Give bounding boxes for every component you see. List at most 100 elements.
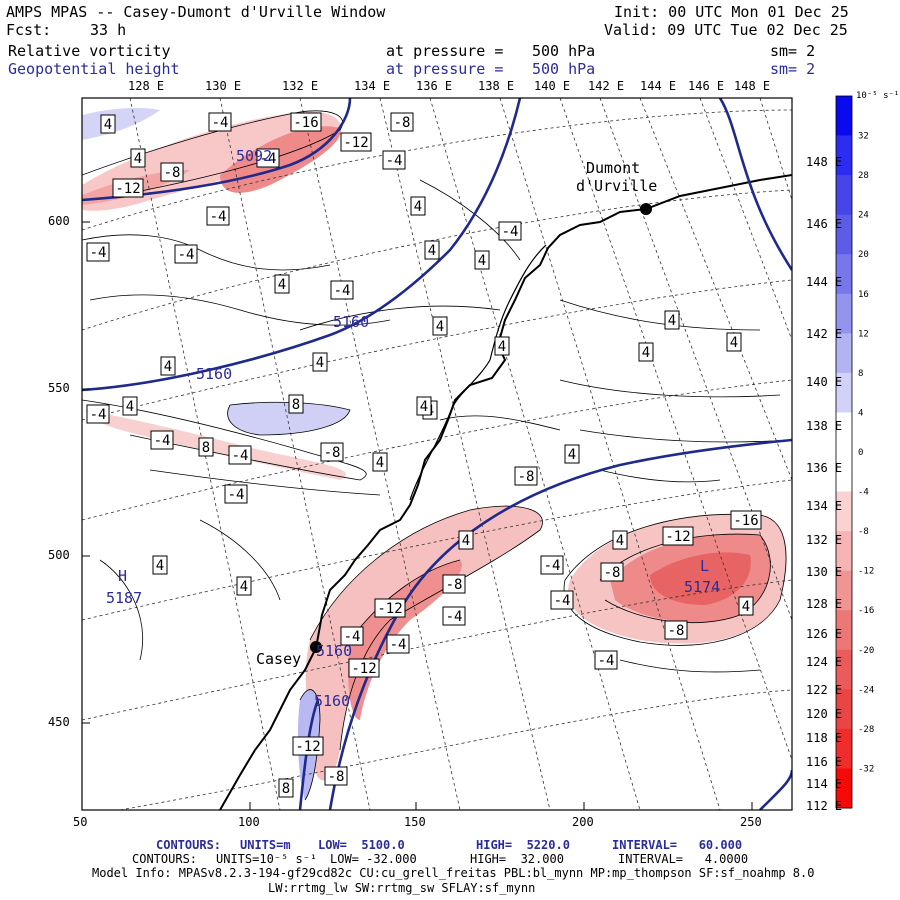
contour-label-box <box>206 206 230 226</box>
contour-label-box <box>160 356 176 376</box>
contour-label-box <box>432 316 448 336</box>
colorbar-swatch <box>836 728 852 769</box>
contour-label-box <box>320 442 344 462</box>
contour-label: -4 <box>212 115 229 131</box>
contour-label-box <box>160 162 184 182</box>
contour-label: -12 <box>343 135 368 151</box>
colorbar-swatch <box>836 96 852 137</box>
colorbar-tick-label: 24 <box>858 211 869 221</box>
contour-label: 4 <box>498 339 506 355</box>
contour-label: 8 <box>202 440 210 456</box>
contour-label: -4 <box>386 153 403 169</box>
footer2-low: LOW= -32.000 <box>330 852 417 866</box>
colorbar-tick-label: -8 <box>858 527 869 537</box>
contour-label: -12 <box>665 529 690 545</box>
right-lon-label: 144 E <box>806 275 843 289</box>
contour-label-box <box>100 114 116 134</box>
top-lon-label: 148 E <box>734 79 771 93</box>
contour-label: 4 <box>742 599 750 615</box>
right-lon-label: 142 E <box>806 327 843 341</box>
contour-label: 4 <box>240 579 248 595</box>
contour-label-box <box>112 178 144 198</box>
top-lon-label: 130 E <box>205 79 242 93</box>
contour-label-box <box>416 396 432 416</box>
top-lon-label: 128 E <box>128 79 165 93</box>
contour-label-box <box>86 242 110 262</box>
right-lon-label: 130 E <box>806 565 843 579</box>
contour-label: -4 <box>598 653 615 669</box>
colorbar-tick-label: 12 <box>858 329 869 339</box>
casey-marker <box>310 641 322 653</box>
contour-label: -4 <box>334 283 351 299</box>
contour-label: -4 <box>178 247 195 263</box>
init-time: Init: 00 UTC Mon 01 Dec 25 <box>614 3 849 21</box>
top-lon-label: 140 E <box>534 79 571 93</box>
footer2-units: UNITS=10⁻⁵ s⁻¹ <box>216 852 318 866</box>
contour-label: -4 <box>544 558 561 574</box>
contour-label-box <box>198 437 214 457</box>
model-info: Model Info: MPASv8.2.3-194-gf29cd82c CU:… <box>92 866 815 880</box>
footer2-contours: CONTOURS: <box>132 852 198 866</box>
contour-label: -4 <box>344 629 361 645</box>
colorbar-swatch <box>836 531 852 572</box>
contour-label-box <box>382 150 406 170</box>
contour-label-box <box>340 626 364 646</box>
y-tick-label: 600 <box>48 214 70 228</box>
right-lon-label: 138 E <box>806 419 843 433</box>
contour-label-box <box>424 240 440 260</box>
contour-label: -8 <box>328 769 345 785</box>
contour-label: -4 <box>446 609 463 625</box>
x-tick-label: 250 <box>740 815 762 829</box>
contour-label: 4 <box>436 319 444 335</box>
colorbar-swatch <box>836 491 852 532</box>
right-lon-label: 112 E <box>806 799 843 813</box>
colorbar-tick-label: 20 <box>858 250 869 260</box>
top-lon-label: 146 E <box>688 79 725 93</box>
contour-label: 8 <box>292 397 300 413</box>
height-label: 5160 <box>333 313 370 331</box>
contour-label: -4 <box>90 245 107 261</box>
contour-label-box <box>458 530 474 550</box>
contour-label: 4 <box>568 447 576 463</box>
colorbar-tick-label: 32 <box>858 132 869 142</box>
right-lon-label: 114 E <box>806 777 843 791</box>
contour-label: 4 <box>316 355 324 371</box>
contour-label: 4 <box>134 151 142 167</box>
contour-label: 4 <box>642 345 650 361</box>
contour-label: 4 <box>414 199 422 215</box>
colorbar-tick-label: 28 <box>858 171 869 181</box>
right-lon-label: 118 E <box>806 731 843 745</box>
contour-label: -4 <box>232 448 249 464</box>
colorbar-swatch <box>836 570 852 611</box>
y-tick-label: 450 <box>48 715 70 729</box>
contour-label: -4 <box>90 407 107 423</box>
colorbar-unit: 10⁻⁵ s⁻¹ <box>856 91 900 101</box>
footer1-units: UNITS=m <box>240 838 291 852</box>
contour-label-box <box>600 562 624 582</box>
contour-label: 4 <box>278 277 286 293</box>
contour-label-box <box>564 444 580 464</box>
colorbar-swatch <box>836 372 852 413</box>
colorbar-frame <box>835 95 853 809</box>
contour-label-box <box>292 736 324 756</box>
contour-label-box <box>152 555 168 575</box>
contour-label: 4 <box>428 243 436 259</box>
colorbar-swatch <box>836 175 852 216</box>
contour-label: 4 <box>126 399 134 415</box>
contour-label-box <box>130 148 146 168</box>
contour-label-box <box>386 634 410 654</box>
contour-label-box <box>340 132 372 152</box>
height-label: 5160 <box>196 365 233 383</box>
footer1-contours: CONTOURS: <box>156 838 222 852</box>
height-label: 5160 <box>316 642 353 660</box>
colorbar-swatch <box>836 214 852 255</box>
contour-label-box <box>442 574 466 594</box>
colorbar-tick-label: -4 <box>858 488 869 498</box>
contour-label: -4 <box>228 487 245 503</box>
height-label: 5092 <box>236 147 273 165</box>
right-lon-label: 124 E <box>806 655 843 669</box>
contour-label: 4 <box>730 335 738 351</box>
colorbar <box>835 95 853 809</box>
colorbar-tick-label: -16 <box>858 606 874 616</box>
